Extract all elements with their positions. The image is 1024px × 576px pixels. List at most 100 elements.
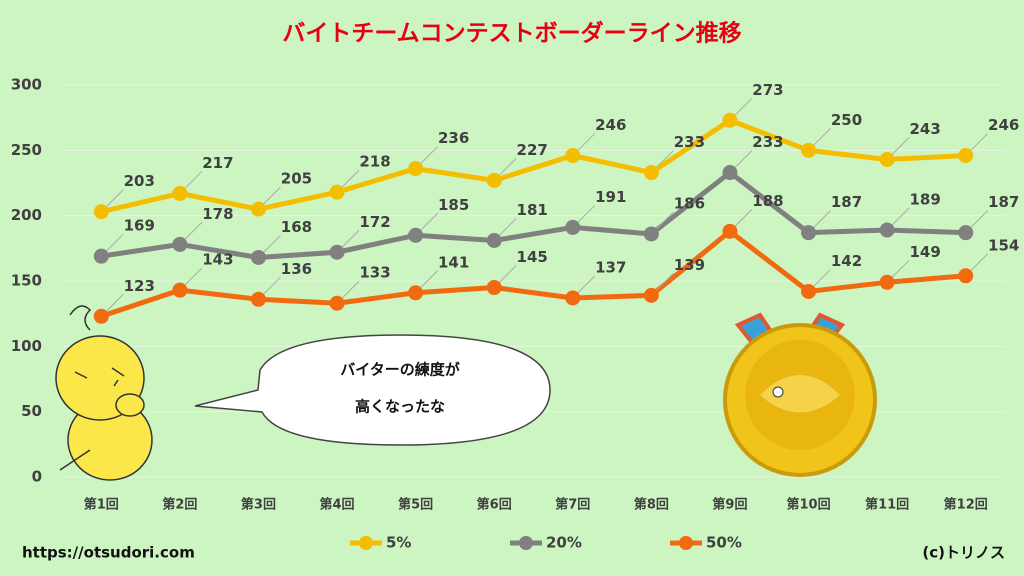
x-tick-label: 第11回: [865, 497, 909, 513]
x-tick-label: 第6回: [477, 497, 512, 513]
data-label: 205: [281, 170, 312, 188]
point: [801, 142, 817, 158]
x-tick-label: 第8回: [634, 497, 669, 513]
data-label: 227: [517, 141, 548, 159]
point: [879, 151, 895, 167]
x-tick-label: 第10回: [786, 497, 830, 513]
series-line: [100, 170, 966, 260]
point: [958, 268, 974, 284]
medal: [723, 312, 877, 477]
y-tick-label: 250: [11, 141, 42, 159]
data-label: 137: [595, 258, 626, 276]
data-label: 136: [281, 260, 312, 278]
point: [722, 223, 738, 239]
x-tick-label: 第7回: [555, 497, 590, 513]
legend-label: 20%: [546, 534, 582, 552]
y-tick-label: 300: [11, 76, 42, 94]
data-label: 243: [909, 120, 940, 138]
data-label: 188: [752, 192, 783, 210]
data-label: 186: [674, 194, 705, 212]
point: [172, 185, 188, 201]
x-tick-label: 第2回: [162, 497, 197, 513]
data-label: 250: [831, 111, 862, 129]
point: [329, 295, 345, 311]
data-label: 189: [909, 191, 940, 209]
data-label: 133: [359, 264, 390, 282]
legend-swatch: [359, 536, 373, 550]
data-label: 203: [124, 172, 155, 190]
point: [250, 249, 266, 265]
point: [486, 232, 502, 248]
chart-title: バイトチームコンテストボーダーライン推移: [282, 20, 741, 47]
point: [801, 283, 817, 299]
point: [879, 274, 895, 290]
data-label: 191: [595, 188, 626, 206]
data-label: 149: [909, 243, 940, 261]
point: [643, 226, 659, 242]
data-label: 218: [359, 153, 390, 171]
data-label: 123: [124, 277, 155, 295]
data-label: 141: [438, 253, 469, 271]
data-label: 246: [988, 116, 1019, 134]
data-label: 217: [202, 154, 233, 172]
point: [250, 291, 266, 307]
x-tick-label: 第3回: [241, 497, 276, 513]
point: [408, 285, 424, 301]
x-tick-label: 第5回: [398, 497, 433, 513]
data-label: 236: [438, 129, 469, 147]
credit: (c)トリノス: [922, 544, 1005, 562]
data-label: 233: [752, 133, 783, 151]
x-tick-label: 第1回: [84, 497, 119, 513]
data-label: 233: [674, 133, 705, 151]
point: [643, 287, 659, 303]
data-label: 142: [831, 252, 862, 270]
y-tick-label: 50: [21, 402, 42, 420]
point: [801, 225, 817, 241]
point: [172, 282, 188, 298]
data-label: 181: [517, 201, 548, 219]
data-label: 172: [359, 213, 390, 231]
point: [643, 165, 659, 181]
point: [408, 161, 424, 177]
data-label: 246: [595, 116, 626, 134]
data-label: 178: [202, 205, 233, 223]
data-label: 139: [674, 256, 705, 274]
data-label: 168: [281, 218, 312, 236]
legend-swatch: [679, 536, 693, 550]
annotation: バイターの練度が: [340, 361, 460, 379]
data-label: 273: [752, 81, 783, 99]
data-label: 187: [988, 193, 1019, 211]
source: https://otsudori.com: [22, 544, 195, 562]
point: [172, 236, 188, 252]
data-label: 145: [517, 248, 548, 266]
point: [722, 112, 738, 128]
y-tick-label: 100: [11, 337, 42, 355]
point: [958, 148, 974, 164]
x-tick-label: 第12回: [944, 497, 988, 513]
legend-label: 50%: [706, 534, 742, 552]
data-label: 169: [124, 217, 155, 235]
point: [722, 165, 738, 181]
series-line: [100, 228, 966, 319]
point: [408, 227, 424, 243]
point: [879, 222, 895, 238]
point: [250, 201, 266, 217]
point: [565, 290, 581, 306]
legend-label: 5%: [386, 534, 411, 552]
x-tick-label: 第9回: [712, 497, 747, 513]
data-label: 154: [988, 236, 1019, 254]
point: [565, 219, 581, 235]
data-label: 143: [202, 251, 233, 269]
series-line: [100, 117, 966, 215]
data-label: 187: [831, 193, 862, 211]
x-tick-label: 第4回: [320, 497, 355, 513]
legend-swatch: [519, 536, 533, 550]
point: [486, 172, 502, 188]
point: [958, 225, 974, 241]
y-tick-label: 150: [11, 272, 42, 290]
y-tick-label: 200: [11, 206, 42, 224]
y-tick-label: 0: [32, 468, 42, 486]
annotation: 高くなったな: [355, 398, 445, 416]
